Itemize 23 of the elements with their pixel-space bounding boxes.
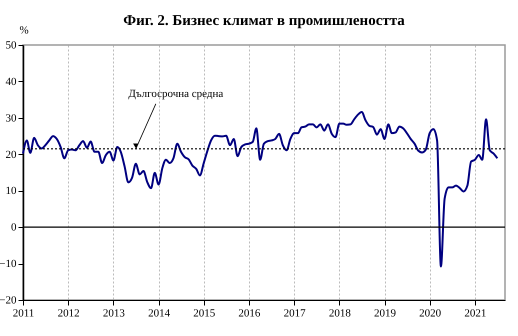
chart-title: Фиг. 2. Бизнес климат в промишлеността [123,13,406,29]
y-tick-label: 10 [6,185,17,198]
x-tick-label: 2020 [419,308,442,320]
y-tick-label: 50 [6,40,17,52]
x-tick-label: 2016 [238,308,261,320]
x-tick-label: 2014 [148,308,171,320]
y-tick-label: −20 [0,294,17,306]
x-tick-label: 2017 [284,308,306,320]
y-axis-title: % [20,24,29,36]
y-tick-label: 30 [6,112,17,124]
x-tick-label: 2018 [328,308,352,320]
line-series [22,111,498,268]
x-tick-label: 2013 [102,308,126,320]
annotation: Дългосрочна средна [128,88,224,100]
x-tick-label: 2011 [12,308,34,320]
x-tick-label: 2012 [58,308,80,320]
x-tick-label: 2019 [374,308,396,320]
x-tick-label: 2021 [464,308,486,320]
y-tick-label: 20 [6,148,17,161]
y-tick-label: 0 [11,222,17,234]
y-tick-label: 40 [6,76,17,88]
x-tick-label: 2015 [193,308,216,320]
y-tick-label: −10 [0,258,17,270]
